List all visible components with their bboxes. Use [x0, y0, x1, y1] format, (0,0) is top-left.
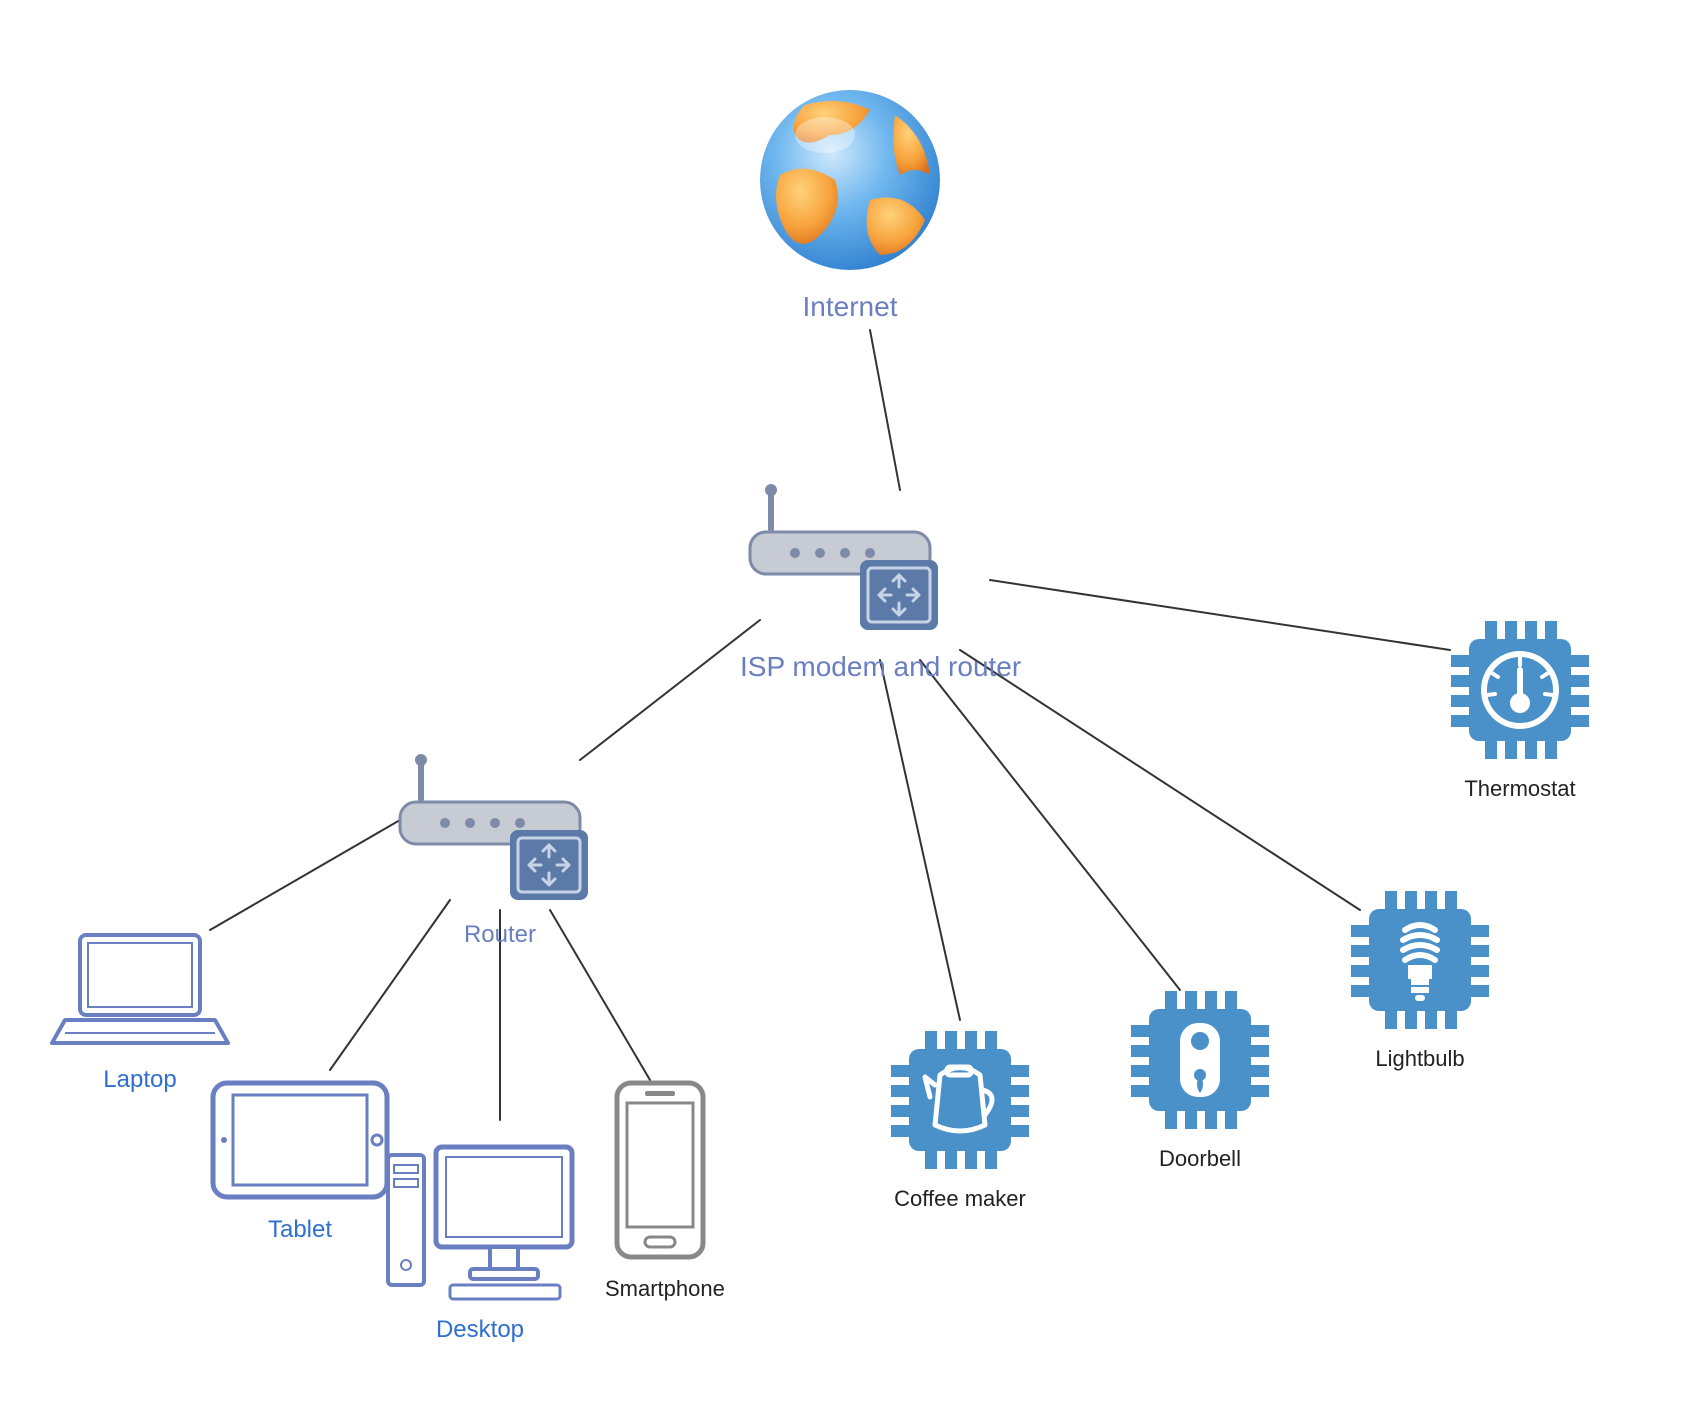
- edge-isp-router: [580, 620, 760, 760]
- node-tablet-label: Tablet: [205, 1216, 395, 1244]
- edge-isp-coffee: [880, 660, 960, 1020]
- edge-router-laptop: [210, 820, 400, 930]
- edge-isp-lightbulb: [960, 650, 1360, 910]
- node-router: Router: [390, 750, 610, 949]
- node-doorbell: Doorbell: [1125, 985, 1275, 1172]
- router-icon: [390, 750, 610, 915]
- edge-internet-isp: [870, 330, 900, 490]
- node-thermostat-label: Thermostat: [1445, 776, 1595, 802]
- coffee-chip-icon: [885, 1025, 1035, 1180]
- globe-icon: [750, 80, 950, 285]
- node-smartphone-label: Smartphone: [605, 1276, 715, 1302]
- node-isp: ISP modem and router: [740, 480, 960, 683]
- desktop-icon: [380, 1135, 580, 1310]
- node-tablet: Tablet: [205, 1075, 395, 1244]
- node-laptop-label: Laptop: [50, 1066, 230, 1094]
- node-smartphone: Smartphone: [605, 1075, 715, 1302]
- laptop-icon: [50, 925, 230, 1060]
- node-laptop: Laptop: [50, 925, 230, 1094]
- node-router-label: Router: [390, 921, 610, 949]
- lightbulb-chip-icon: [1345, 885, 1495, 1040]
- node-desktop-label: Desktop: [380, 1316, 580, 1344]
- node-internet-label: Internet: [750, 291, 950, 323]
- node-lightbulb-label: Lightbulb: [1345, 1046, 1495, 1072]
- node-isp-label: ISP modem and router: [740, 651, 960, 683]
- thermostat-chip-icon: [1445, 615, 1595, 770]
- network-diagram: Internet: [0, 0, 1700, 1401]
- node-doorbell-label: Doorbell: [1125, 1146, 1275, 1172]
- node-lightbulb: Lightbulb: [1345, 885, 1495, 1072]
- edge-isp-doorbell: [920, 660, 1180, 990]
- doorbell-chip-icon: [1125, 985, 1275, 1140]
- node-thermostat: Thermostat: [1445, 615, 1595, 802]
- smartphone-icon: [605, 1075, 715, 1270]
- node-desktop: Desktop: [380, 1135, 580, 1344]
- tablet-icon: [205, 1075, 395, 1210]
- modem-router-icon: [740, 480, 960, 645]
- node-coffee: Coffee maker: [885, 1025, 1035, 1212]
- node-coffee-label: Coffee maker: [885, 1186, 1035, 1212]
- node-internet: Internet: [750, 80, 950, 323]
- edge-isp-thermostat: [990, 580, 1450, 650]
